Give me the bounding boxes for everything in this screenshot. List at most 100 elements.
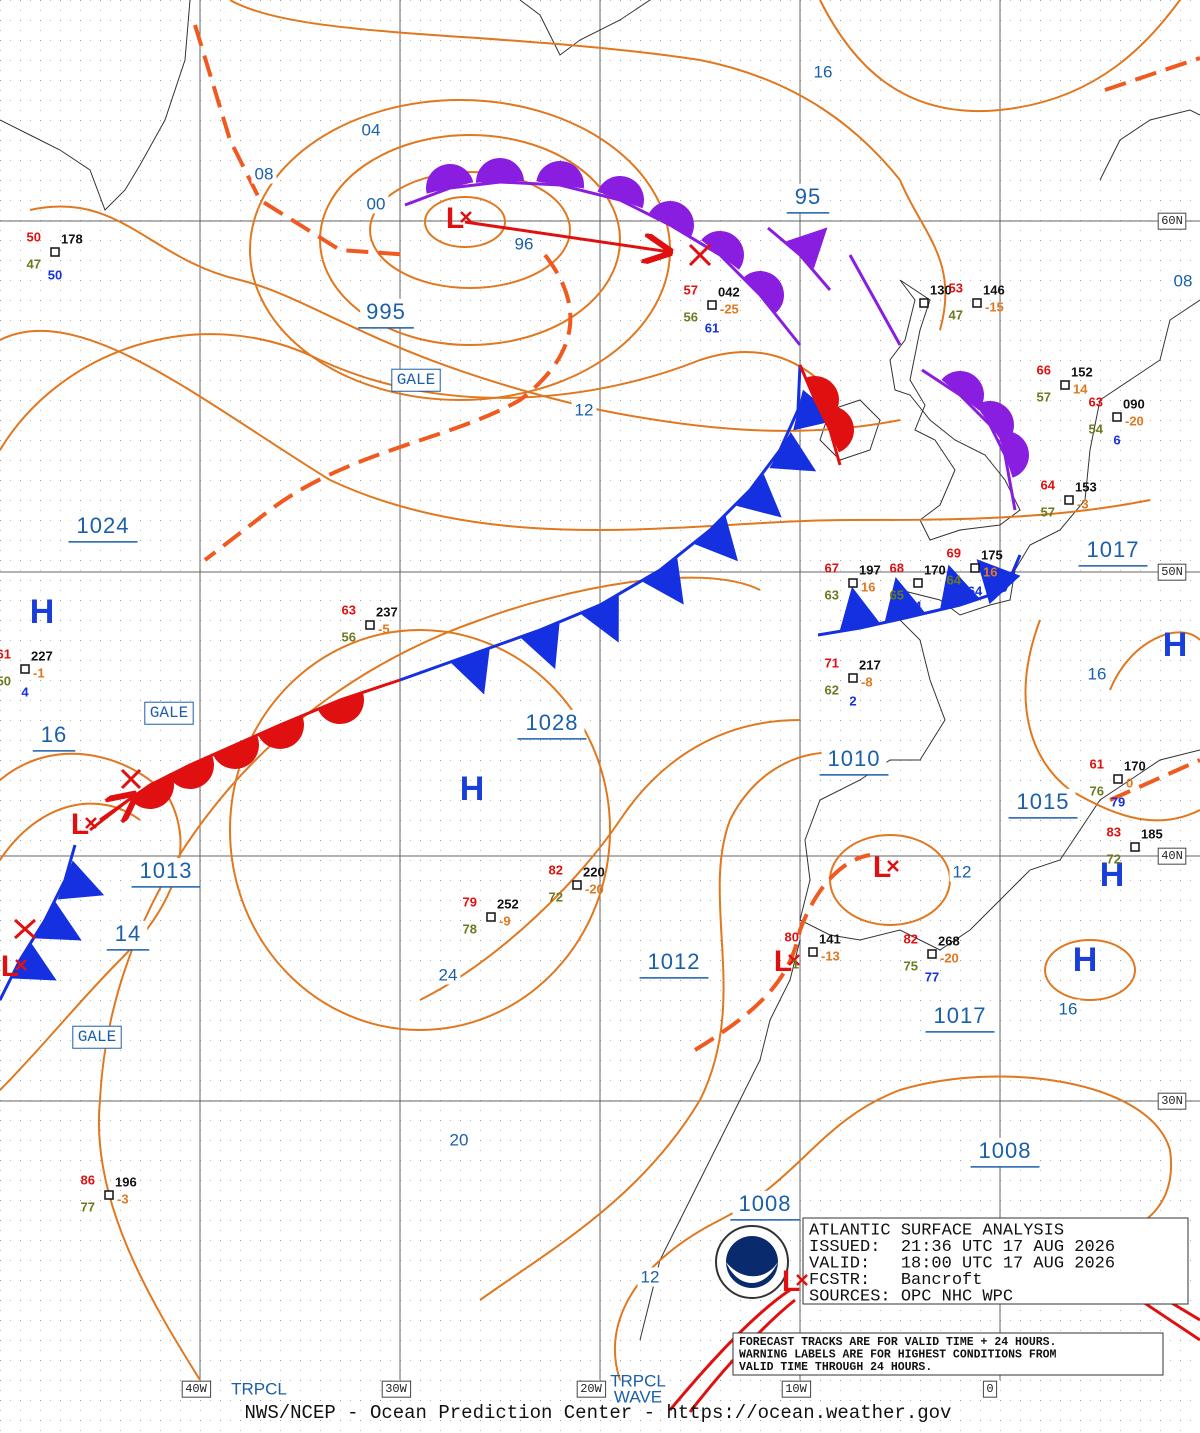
station-dewpoint: 62 [825, 682, 839, 697]
station-temperature: 63 [1089, 394, 1103, 409]
low-mark [85, 817, 97, 829]
station-tendency: -20 [1125, 413, 1144, 428]
central-pressure: 16 [41, 722, 67, 747]
isobar-label-bg [251, 164, 277, 184]
station-tendency: 16 [983, 564, 997, 579]
station-dewpoint: 65 [890, 587, 904, 602]
station-marker [808, 947, 818, 957]
footer: NWS/NCEP - Ocean Prediction Center - htt… [245, 1402, 952, 1424]
central-pressure: 1008 [739, 1191, 792, 1216]
station-temperature: 53 [949, 280, 963, 295]
station-temperature: 57 [684, 282, 698, 297]
latitude-label: 30N [1161, 1094, 1183, 1108]
station-tendency: -1 [33, 665, 45, 680]
central-pressure: 1013 [140, 858, 193, 883]
station-temperature: 83 [1107, 824, 1121, 839]
central-pressure-bg [641, 948, 707, 978]
central-pressure-bg [108, 920, 148, 950]
central-pressure: 1010 [828, 746, 881, 771]
station-other: 77 [925, 969, 939, 984]
coord-box [381, 1380, 412, 1398]
station-tendency: -5 [378, 621, 390, 636]
station-pressure: 146 [983, 282, 1005, 297]
high-center: H [1100, 856, 1125, 894]
isobar-label-bg [358, 120, 384, 140]
isobar-label: 24 [439, 965, 458, 984]
isobar-label-bg [637, 1267, 663, 1287]
station-dewpoint: 72 [549, 889, 563, 904]
low-center: L [782, 1265, 800, 1298]
station-pressure: 090 [1123, 396, 1145, 411]
central-pressure: 1028 [526, 710, 579, 735]
station-dewpoint: 54 [1089, 421, 1104, 436]
isobar-label: 16 [1059, 999, 1078, 1018]
legend-line: ATLANTIC SURFACE ANALYSIS [809, 1221, 1064, 1240]
station-pressure: 170 [924, 562, 946, 577]
warning-label: GALE [397, 371, 435, 389]
station-dewpoint: 47 [949, 307, 963, 322]
station-tendency: 0 [1126, 775, 1133, 790]
isobar-label: 20 [450, 1130, 469, 1149]
isobar-label-bg [1170, 271, 1196, 291]
station-marker [1060, 380, 1070, 390]
station-pressure: 042 [718, 284, 740, 299]
station-pressure: 141 [819, 931, 841, 946]
central-pressure-bg [133, 857, 199, 887]
station-marker [972, 298, 982, 308]
coord-box [1157, 563, 1187, 581]
station-pressure: 220 [583, 864, 605, 879]
central-pressure-bg [70, 512, 136, 542]
low-center: L [873, 851, 891, 884]
isobar-label-bg [1084, 664, 1110, 684]
isobar-label-bg [446, 1130, 472, 1150]
low-center: L [71, 808, 89, 841]
central-pressure: 1017 [934, 1003, 987, 1028]
central-pressure: 1012 [648, 949, 701, 974]
station-tendency: -9 [499, 913, 511, 928]
central-pressure-bg [1010, 788, 1076, 818]
central-pressure: 1008 [979, 1138, 1032, 1163]
station-dewpoint: 77 [81, 1199, 95, 1214]
isobar-label: 04 [362, 120, 381, 139]
troughs [193, 24, 1200, 1052]
station-other: 61 [705, 320, 719, 335]
central-pressure-bg [360, 298, 412, 328]
note-box [732, 1332, 1164, 1376]
legend-line: SOURCES: OPC NHC WPC [809, 1287, 1013, 1306]
central-pressure: 1015 [1017, 789, 1070, 814]
latitude-label: 40N [1161, 849, 1183, 863]
longitude-label: 0 [986, 1382, 993, 1396]
station-temperature: 61 [1090, 756, 1104, 771]
station-temperature: 64 [1041, 477, 1056, 492]
station-marker [927, 949, 937, 959]
station-temperature: 82 [549, 862, 563, 877]
isobar-label: 08 [1174, 271, 1193, 290]
legend-line: VALID: 18:00 UTC 17 AUG 2026 [809, 1254, 1115, 1273]
isobar-label-bg [571, 400, 597, 420]
isobar-label-bg [363, 194, 389, 214]
station-tendency: 16 [861, 579, 875, 594]
station-marker [848, 673, 858, 683]
station-tendency: -3 [117, 1191, 129, 1206]
station-pressure: 252 [497, 896, 519, 911]
station-pressure: 152 [1071, 364, 1093, 379]
central-pressure: 1017 [1087, 537, 1140, 562]
station-temperature: 68 [890, 560, 904, 575]
isobar-label-bg [511, 234, 537, 254]
station-pressure: 178 [61, 231, 83, 246]
station-pressure: 130 [930, 282, 952, 297]
station-marker [50, 247, 60, 257]
isobar-label: 12 [641, 1267, 660, 1286]
station-temperature: 61 [0, 646, 11, 661]
station-marker [1112, 412, 1122, 422]
legend-line: ISSUED: 21:36 UTC 17 AUG 2026 [809, 1238, 1115, 1257]
station-pressure: 268 [938, 933, 960, 948]
station-dewpoint: 1 [792, 956, 799, 971]
warning-box [391, 368, 441, 392]
station-temperature: 79 [463, 894, 477, 909]
station-pressure: 227 [31, 648, 53, 663]
station-other: 79 [1111, 794, 1125, 809]
station-temperature: 50 [27, 229, 41, 244]
low-center: L [446, 202, 464, 235]
station-other: 6 [1113, 432, 1120, 447]
